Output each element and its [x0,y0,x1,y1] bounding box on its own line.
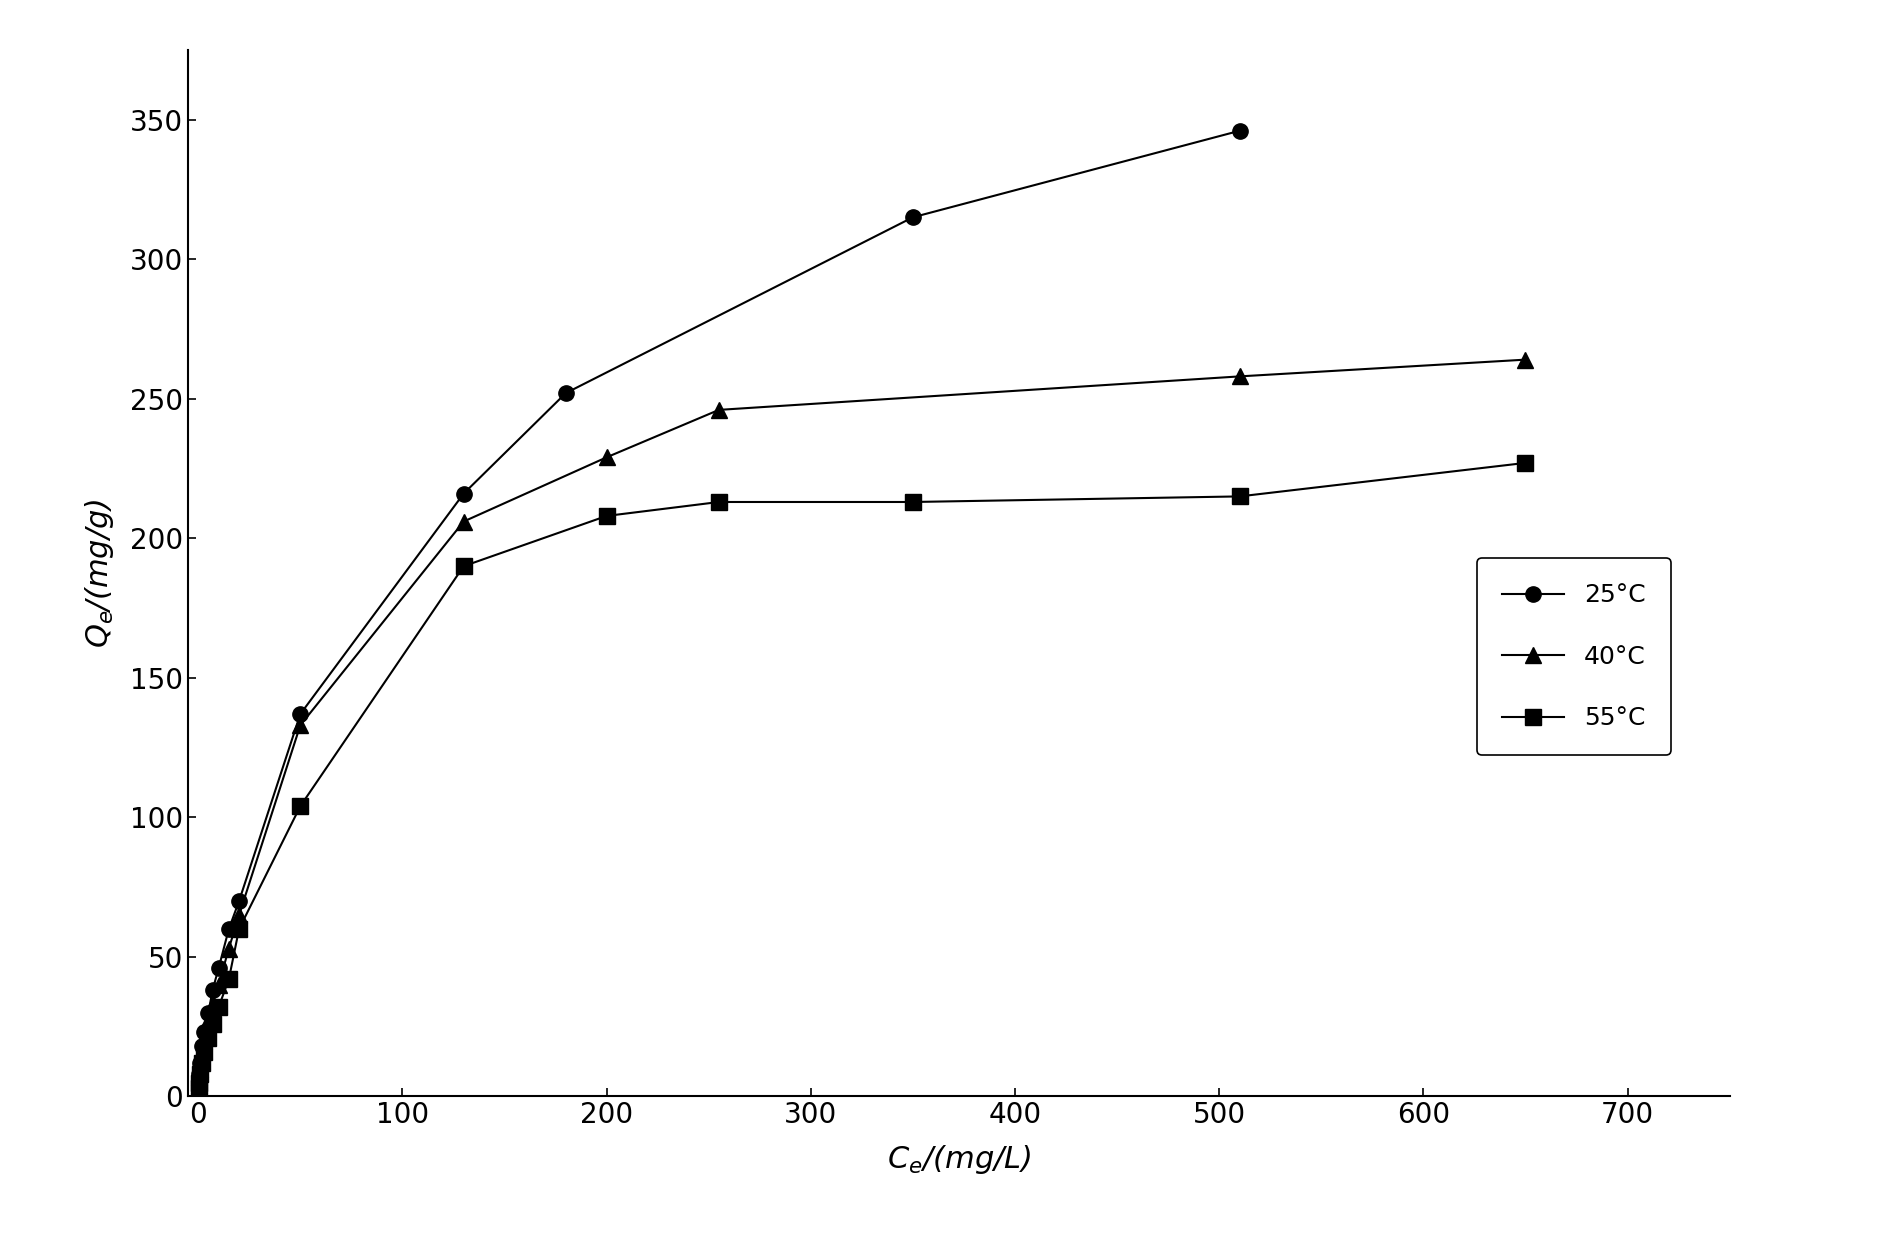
55°C [453,558,476,573]
Y-axis label: $Q_e$/(mg/g): $Q_e$/(mg/g) [83,498,117,648]
X-axis label: $C_e$/(mg/L): $C_e$/(mg/L) [887,1144,1030,1176]
55°C [1513,456,1536,471]
40°C [207,977,229,992]
55°C [207,999,229,1014]
55°C [218,972,241,987]
25°C [453,486,476,501]
25°C [188,1075,211,1090]
55°C [227,922,250,937]
55°C [596,508,619,523]
40°C [1228,369,1250,384]
40°C [188,1069,211,1084]
25°C [902,209,925,224]
Line: 55°C: 55°C [192,455,1532,1095]
40°C [453,515,476,530]
25°C [207,961,229,976]
40°C [1513,353,1536,368]
25°C [190,1055,212,1070]
40°C [197,1014,220,1029]
40°C [201,997,224,1012]
25°C [290,706,312,721]
Line: 25°C: 25°C [192,123,1246,1090]
55°C [201,1017,224,1032]
40°C [190,1062,212,1077]
40°C [290,718,312,733]
Legend: 25°C, 40°C, 55°C: 25°C, 40°C, 55°C [1476,558,1671,755]
55°C [194,1044,216,1059]
25°C [188,1067,211,1082]
55°C [707,495,729,510]
40°C [596,450,619,465]
25°C [197,1006,220,1020]
25°C [1228,123,1250,138]
25°C [555,386,577,401]
55°C [188,1075,211,1090]
25°C [192,1039,214,1054]
55°C [1228,488,1250,503]
55°C [190,1067,212,1082]
55°C [902,495,925,510]
40°C [707,402,729,417]
40°C [192,1044,214,1059]
40°C [194,1033,216,1048]
40°C [188,1078,211,1093]
55°C [188,1080,211,1095]
Line: 40°C: 40°C [192,353,1532,1093]
40°C [218,941,241,956]
25°C [194,1024,216,1039]
55°C [192,1055,214,1070]
25°C [201,983,224,998]
40°C [227,907,250,922]
55°C [197,1030,220,1045]
25°C [227,893,250,908]
55°C [290,799,312,814]
25°C [218,922,241,937]
